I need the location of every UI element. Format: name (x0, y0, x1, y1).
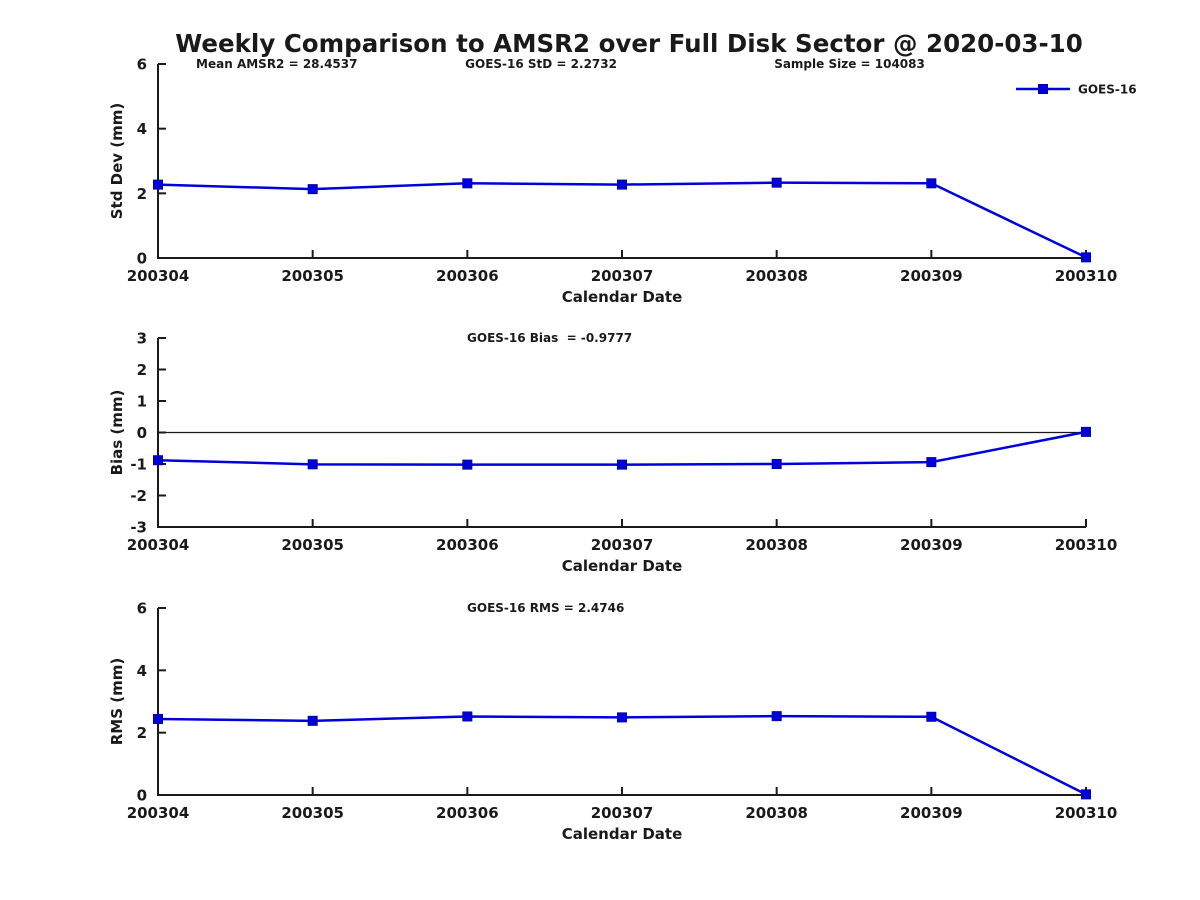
x-tick-label: 200306 (436, 267, 499, 285)
data-point-marker (771, 711, 782, 722)
x-tick-label: 200306 (436, 804, 499, 822)
x-tick-label: 200309 (900, 267, 963, 285)
data-point-marker (462, 711, 473, 722)
y-tick-label: 6 (137, 600, 147, 618)
y-tick-label: 2 (137, 361, 147, 379)
x-tick-label: 200308 (745, 804, 808, 822)
y-tick-label: 2 (137, 724, 147, 742)
legend-marker (1038, 84, 1048, 94)
data-point-marker (926, 711, 937, 722)
data-point-marker (462, 178, 473, 189)
y-tick-label: 0 (137, 250, 147, 268)
x-tick-label: 200310 (1055, 267, 1118, 285)
x-tick-label: 200306 (436, 536, 499, 554)
data-point-marker (617, 712, 627, 723)
y-axis-title: Bias (mm) (108, 390, 126, 476)
data-point-marker (926, 178, 937, 189)
x-axis-title: Calendar Date (562, 825, 683, 843)
x-tick-label: 200307 (591, 267, 654, 285)
x-tick-label: 200304 (127, 267, 190, 285)
x-tick-label: 200308 (745, 267, 808, 285)
y-axis-title: RMS (mm) (108, 658, 126, 745)
data-line (157, 181, 1087, 259)
y-tick-label: 0 (137, 787, 147, 805)
data-point-marker (153, 455, 163, 466)
stat-annotation: GOES-16 Bias = -0.9777 (467, 331, 632, 345)
figure-title: Weekly Comparison to AMSR2 over Full Dis… (175, 29, 1083, 58)
x-axis-title: Calendar Date (562, 557, 683, 575)
y-tick-label: 3 (137, 330, 147, 348)
x-tick-label: 200304 (127, 804, 190, 822)
data-point-marker (1081, 789, 1091, 800)
data-point-marker (1081, 426, 1091, 437)
data-point-marker (926, 457, 937, 468)
data-point-marker (307, 184, 318, 195)
x-tick-label: 200309 (900, 804, 963, 822)
stat-annotation: GOES-16 RMS = 2.4746 (467, 601, 624, 615)
x-axis-title: Calendar Date (562, 288, 683, 306)
y-tick-label: 1 (137, 393, 147, 411)
data-point-marker (153, 179, 163, 190)
x-tick-label: 200307 (591, 536, 654, 554)
data-point-marker (462, 459, 473, 470)
data-point-marker (771, 459, 782, 469)
data-point-marker (617, 179, 627, 190)
y-tick-label: 4 (137, 662, 147, 680)
data-point-marker (307, 459, 318, 470)
data-point-marker (617, 459, 627, 470)
stat-annotation: Mean AMSR2 = 28.4537 (196, 57, 357, 71)
legend-label: GOES-16 (1078, 83, 1137, 97)
x-tick-label: 200305 (281, 804, 344, 822)
stat-annotation: Sample Size = 104083 (774, 57, 925, 71)
data-point-marker (1081, 252, 1091, 263)
x-tick-label: 200305 (281, 267, 344, 285)
y-tick-label: 4 (137, 120, 147, 138)
x-tick-label: 200304 (127, 536, 190, 554)
stat-annotation: GOES-16 StD = 2.2732 (465, 57, 617, 71)
y-tick-label: -2 (130, 487, 147, 505)
data-point-marker (153, 713, 163, 724)
data-point-marker (307, 715, 318, 726)
x-tick-label: 200307 (591, 804, 654, 822)
y-tick-label: -1 (130, 456, 147, 474)
x-tick-label: 200305 (281, 536, 344, 554)
y-tick-label: -3 (130, 519, 147, 537)
x-tick-label: 200310 (1055, 804, 1118, 822)
x-tick-label: 200308 (745, 536, 808, 554)
y-tick-label: 0 (137, 424, 147, 442)
x-tick-label: 200309 (900, 536, 963, 554)
y-tick-label: 2 (137, 185, 147, 203)
y-tick-label: 6 (137, 56, 147, 74)
x-tick-label: 200310 (1055, 536, 1118, 554)
data-line (157, 714, 1087, 796)
data-point-marker (771, 177, 782, 188)
y-axis-title: Std Dev (mm) (108, 103, 126, 220)
